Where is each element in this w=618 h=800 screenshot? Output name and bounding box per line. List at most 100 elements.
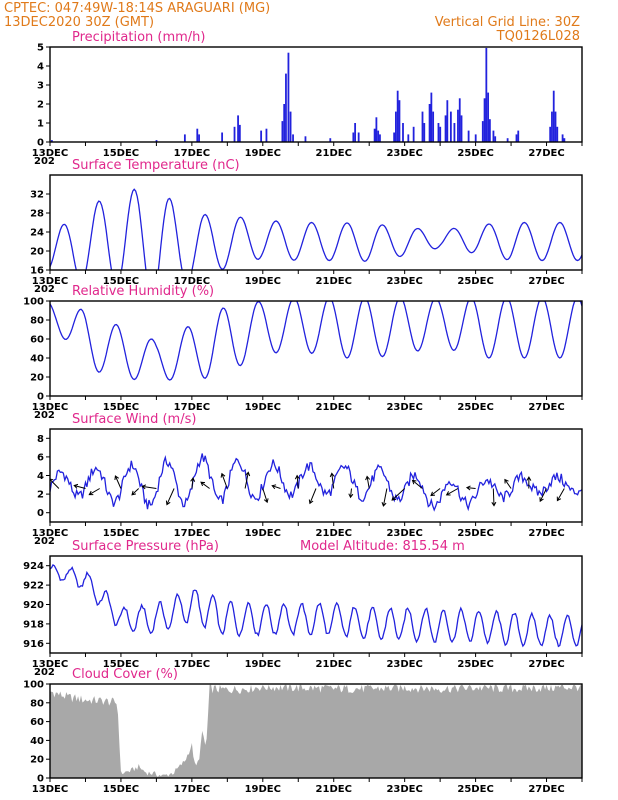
precip-bar bbox=[281, 121, 284, 142]
precip-bar bbox=[554, 111, 557, 142]
wind-arrow bbox=[348, 488, 354, 499]
panel-pres: Surface Pressure (hPa) Model Altitude: 81… bbox=[23, 539, 583, 678]
precip-ytick-label: 2 bbox=[37, 100, 44, 111]
precip-bar bbox=[260, 130, 263, 142]
precip-bar bbox=[437, 123, 440, 142]
cloud-ytick-label: 40 bbox=[30, 736, 44, 747]
precip-xtick-label: 21DEC bbox=[316, 148, 352, 159]
precip-bar bbox=[488, 119, 491, 142]
precip-bar bbox=[373, 128, 376, 142]
precip-xtick-label: 27DEC bbox=[528, 148, 564, 159]
cloud-xtick-label: 15DEC bbox=[103, 784, 139, 795]
cloud-xtick-label: 25DEC bbox=[457, 784, 493, 795]
precip-xtick-label: 13DEC bbox=[32, 148, 68, 159]
precip-bar bbox=[432, 111, 435, 142]
precip-bar bbox=[421, 111, 424, 142]
wind-xtick-label: 15DEC bbox=[103, 528, 139, 539]
wind-frame bbox=[49, 428, 583, 523]
wind-xtick-label: 25DEC bbox=[457, 528, 493, 539]
temp-ytick-label: 32 bbox=[30, 190, 44, 201]
wind-xtick-label: 13DEC bbox=[32, 528, 68, 539]
precip-bar bbox=[449, 111, 452, 142]
pres-xtick-label: 13DEC bbox=[32, 659, 68, 670]
precip-bar bbox=[398, 100, 401, 142]
precip-bar bbox=[474, 134, 477, 142]
wind-xtick-label: 19DEC bbox=[245, 528, 281, 539]
wind-arrow bbox=[491, 488, 497, 507]
wind-xtick-label: 17DEC bbox=[174, 528, 210, 539]
precip-bar bbox=[551, 111, 553, 142]
precip-bar bbox=[221, 132, 224, 142]
precip-bar bbox=[396, 90, 399, 142]
precip-bar bbox=[50, 140, 53, 142]
precip-bar bbox=[561, 134, 564, 142]
temp-xtick-label: 23DEC bbox=[386, 276, 422, 287]
cloud-xtick-label: 13DEC bbox=[32, 784, 68, 795]
precip-bar bbox=[556, 126, 559, 142]
precip-bar bbox=[198, 134, 200, 142]
wind-arrow bbox=[271, 484, 281, 490]
temp-title: Surface Temperature (nC) bbox=[72, 158, 240, 173]
cloud-plot-area bbox=[50, 684, 582, 778]
wind-xtick-label: 27DEC bbox=[528, 528, 564, 539]
precip-bar bbox=[483, 98, 486, 142]
precip-ytick-label: 4 bbox=[37, 62, 44, 73]
pres-ytick-label: 916 bbox=[23, 639, 44, 650]
pres-ytick-label: 918 bbox=[23, 619, 44, 630]
rh-xtick-label: 19DEC bbox=[245, 402, 281, 413]
precip-bar bbox=[395, 111, 397, 142]
wind-arrow bbox=[430, 488, 441, 497]
temp-series-line bbox=[50, 188, 582, 270]
precip-year-stub: 202 bbox=[34, 156, 55, 167]
precip-bar bbox=[379, 134, 381, 142]
cloud-ytick-label: 0 bbox=[37, 774, 44, 785]
precip-bar bbox=[287, 52, 290, 142]
temp-frame bbox=[49, 174, 583, 271]
rh-xtick-label: 21DEC bbox=[316, 402, 352, 413]
cloud-cover-area bbox=[50, 684, 582, 778]
temp-ytick-label: 28 bbox=[30, 209, 44, 220]
wind-ytick-label: 4 bbox=[37, 471, 44, 482]
precip-bar bbox=[552, 90, 555, 142]
precip-bar bbox=[458, 98, 461, 142]
precip-bar bbox=[460, 115, 463, 142]
wind-arrow bbox=[539, 488, 547, 503]
pres-xtick-label: 25DEC bbox=[457, 659, 493, 670]
panel-temp: Surface Temperature (nC) 16 20 24 28 32 13DEC 1… bbox=[30, 158, 583, 295]
rh-ytick-label: 80 bbox=[30, 316, 44, 327]
wind-arrow bbox=[220, 472, 228, 489]
precip-bar bbox=[446, 100, 449, 142]
precip-bar bbox=[237, 115, 239, 142]
precip-xtick-label: 25DEC bbox=[457, 148, 493, 159]
wind-arrow bbox=[526, 476, 532, 489]
pres-title: Surface Pressure (hPa) bbox=[72, 539, 219, 554]
panel-rh: Relative Humidity (%) 0 20 40 60 80 100 13DEC 15… bbox=[23, 284, 583, 421]
wind-ytick-label: 0 bbox=[37, 508, 44, 519]
model-code: TQ0126L028 bbox=[496, 29, 580, 44]
temp-ytick-label: 24 bbox=[30, 228, 44, 239]
precip-bar bbox=[238, 124, 241, 142]
precip-bar bbox=[444, 115, 447, 142]
temp-plot-area bbox=[50, 188, 582, 270]
wind-title: Surface Wind (m/s) bbox=[72, 412, 196, 427]
temp-xtick-label: 19DEC bbox=[245, 276, 281, 287]
cloud-title: Cloud Cover (%) bbox=[72, 667, 178, 682]
wind-arrow bbox=[165, 488, 175, 506]
precip-bar bbox=[292, 134, 294, 142]
precip-bar bbox=[393, 132, 396, 142]
wind-arrow bbox=[244, 471, 251, 489]
wind-arrow bbox=[141, 484, 157, 490]
wind-arrow bbox=[200, 481, 210, 489]
precip-bar bbox=[285, 73, 287, 142]
precip-bar bbox=[357, 132, 360, 142]
precip-bar bbox=[506, 138, 509, 142]
wind-arrow bbox=[294, 474, 300, 489]
precip-bar bbox=[412, 126, 415, 142]
temp-xtick-label: 17DEC bbox=[174, 276, 210, 287]
precip-bar bbox=[515, 134, 518, 142]
wind-year-stub: 202 bbox=[34, 536, 55, 547]
wind-ytick-label: 6 bbox=[37, 452, 44, 463]
precip-bar bbox=[492, 130, 495, 142]
precip-bar bbox=[377, 130, 380, 142]
